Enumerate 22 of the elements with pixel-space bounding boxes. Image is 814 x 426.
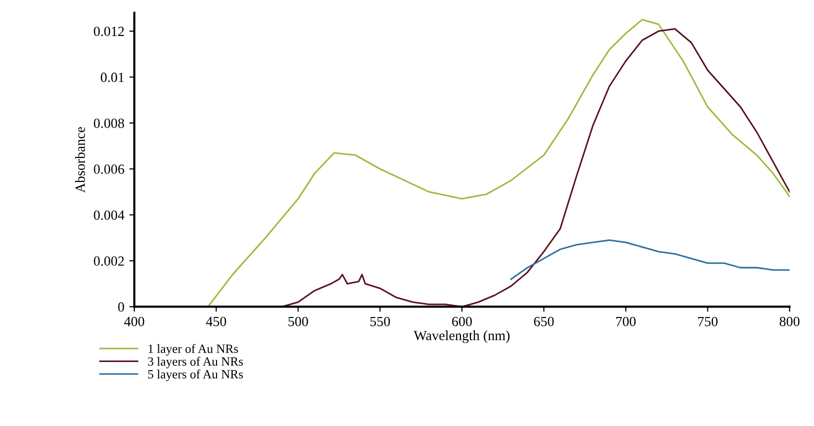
x-tick-label: 650 — [534, 316, 554, 326]
x-tick-label: 400 — [124, 316, 144, 326]
y-tick-label: 0.012 — [94, 26, 124, 36]
y-axis-title: Absorbance — [75, 127, 85, 193]
legend-label: 1 layer of Au NRs — [148, 344, 238, 356]
x-tick-label: 550 — [370, 316, 390, 326]
y-tick-label: 0.002 — [94, 256, 124, 266]
x-tick-label: 750 — [698, 316, 718, 326]
y-tick-label: 0.008 — [94, 118, 124, 128]
x-tick-label: 500 — [288, 316, 308, 326]
legend-label: 5 layers of Au NRs — [148, 370, 243, 382]
line-series — [510, 239, 790, 280]
y-tick-label: 0.004 — [94, 210, 124, 220]
y-tick-label: 0 — [118, 302, 124, 312]
x-tick-label: 800 — [780, 316, 800, 326]
x-tick-label: 700 — [616, 316, 636, 326]
y-tick-label: 0.01 — [100, 72, 124, 82]
x-tick-label: 450 — [206, 316, 226, 326]
x-axis-title: Wavelength (nm) — [414, 330, 510, 344]
y-tick-label: 0.006 — [94, 164, 124, 174]
legend-label: 3 layers of Au NRs — [148, 356, 243, 368]
x-tick-label: 600 — [452, 316, 472, 326]
